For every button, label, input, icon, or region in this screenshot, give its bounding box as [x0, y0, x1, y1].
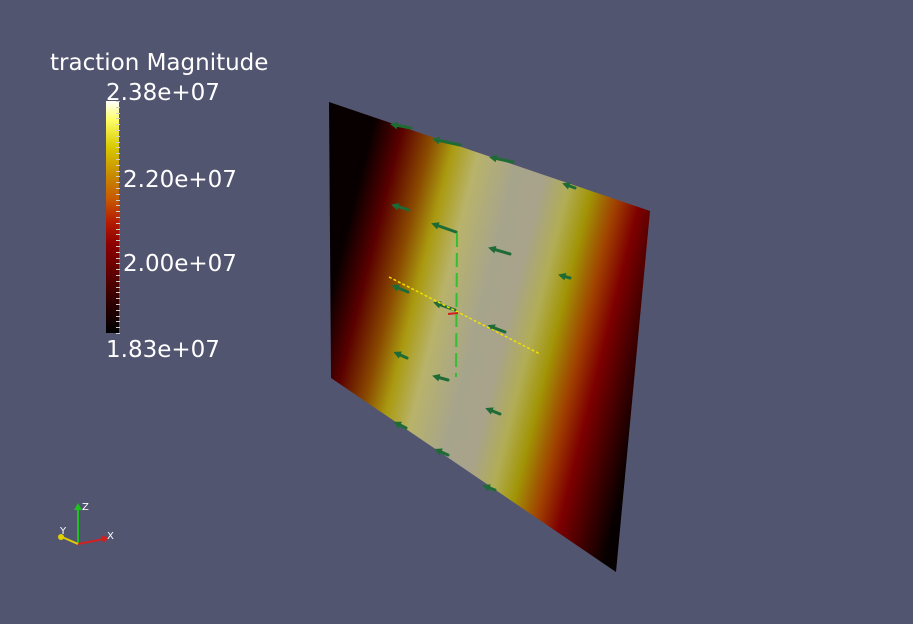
orientation-axes: [58, 503, 109, 545]
color-bar-tick: [116, 153, 120, 155]
traction-glyph-head: [389, 121, 399, 130]
traction-glyph-head: [487, 324, 496, 332]
orientation-y-label: Y: [60, 526, 67, 537]
traction-glyph-head: [431, 222, 440, 230]
legend-min-label: 1.83e+07: [106, 337, 220, 363]
traction-glyph-head: [431, 136, 441, 145]
traction-glyph-head: [391, 203, 400, 211]
color-bar-tick: [116, 298, 120, 300]
color-bar-tick: [116, 263, 120, 265]
color-bar-tick: [116, 234, 120, 236]
color-bar-tick: [116, 211, 120, 213]
traction-glyph-head: [488, 154, 498, 163]
color-bar-tick: [116, 304, 120, 305]
color-bar-tick: [116, 222, 120, 224]
orientation-y-arrowhead: [58, 534, 64, 540]
traction-glyph-head: [434, 448, 443, 456]
color-bar-tick: [116, 286, 120, 288]
color-bar-tick: [116, 159, 120, 160]
orientation-x-axis: [77, 538, 105, 545]
color-bar-tick: [116, 228, 120, 230]
traction-glyph-head: [562, 182, 571, 190]
color-bar-tick: [116, 292, 120, 294]
traction-glyph: [491, 247, 512, 256]
orientation-z-arrowhead: [74, 503, 82, 510]
color-bar-tick: [116, 327, 120, 329]
color-bar-tick: [116, 315, 120, 317]
color-bar-tick: [116, 130, 120, 131]
z-axis-line: [455, 232, 458, 378]
color-bar-tick: [116, 321, 120, 323]
traction-glyph: [492, 156, 515, 164]
color-bar-tick: [116, 101, 120, 102]
color-bar-tick: [116, 333, 120, 334]
color-bar-tick: [116, 269, 120, 271]
color-bar-tick: [116, 147, 120, 149]
traction-glyph-head: [482, 484, 491, 492]
color-bar-tick: [116, 246, 120, 247]
color-bar-tick: [116, 309, 120, 311]
traction-glyph-head: [393, 421, 402, 429]
color-bar-tick: [116, 193, 120, 195]
traction-glyph: [393, 123, 413, 130]
color-bar-tick: [116, 217, 120, 218]
color-bar: [106, 101, 119, 333]
color-bar-tick: [116, 280, 120, 282]
color-bar-tick: [116, 188, 120, 189]
color-bar-tick: [116, 124, 120, 126]
orientation-x-label: X: [107, 531, 114, 542]
legend-max-label: 2.38e+07: [106, 80, 220, 106]
color-bar-tick: [116, 106, 120, 108]
color-bar-tick: [116, 118, 120, 120]
traction-glyph-head: [391, 284, 400, 292]
legend-mid-high-label: 2.20e+07: [123, 167, 237, 193]
traction-glyph-head: [432, 373, 441, 382]
legend-title: traction Magnitude: [50, 50, 269, 76]
color-bar-tick: [116, 170, 120, 172]
color-bar-tick: [116, 275, 120, 276]
orientation-z-label: Z: [82, 502, 89, 513]
color-bar-tick: [116, 164, 120, 166]
color-bar-tick: [116, 205, 120, 207]
orientation-x-arrowhead: [101, 535, 109, 543]
legend-mid-low-label: 2.00e+07: [123, 251, 237, 277]
traction-glyph-head: [558, 273, 567, 281]
color-bar-tick: [116, 257, 120, 259]
color-bar-tick: [116, 135, 120, 137]
x-axis-marker: [447, 312, 459, 315]
surface-plate: [329, 102, 650, 572]
traction-glyph-head: [485, 407, 494, 415]
color-bar-tick: [116, 240, 120, 242]
color-bar-tick: [116, 251, 120, 253]
y-axis-line: [388, 276, 541, 355]
traction-glyph: [435, 138, 462, 147]
traction-glyph-head: [393, 351, 402, 359]
color-bar-tick: [116, 182, 120, 184]
traction-glyph: [434, 223, 458, 234]
color-bar-tick: [116, 199, 120, 201]
color-bar-tick: [116, 112, 120, 114]
color-bar-tick: [116, 141, 120, 143]
traction-glyphs: [389, 121, 577, 492]
orientation-y-axis: [61, 536, 79, 545]
traction-glyph-head: [488, 246, 497, 254]
color-bar-ticks: [116, 101, 120, 334]
color-bar-tick: [116, 176, 120, 178]
